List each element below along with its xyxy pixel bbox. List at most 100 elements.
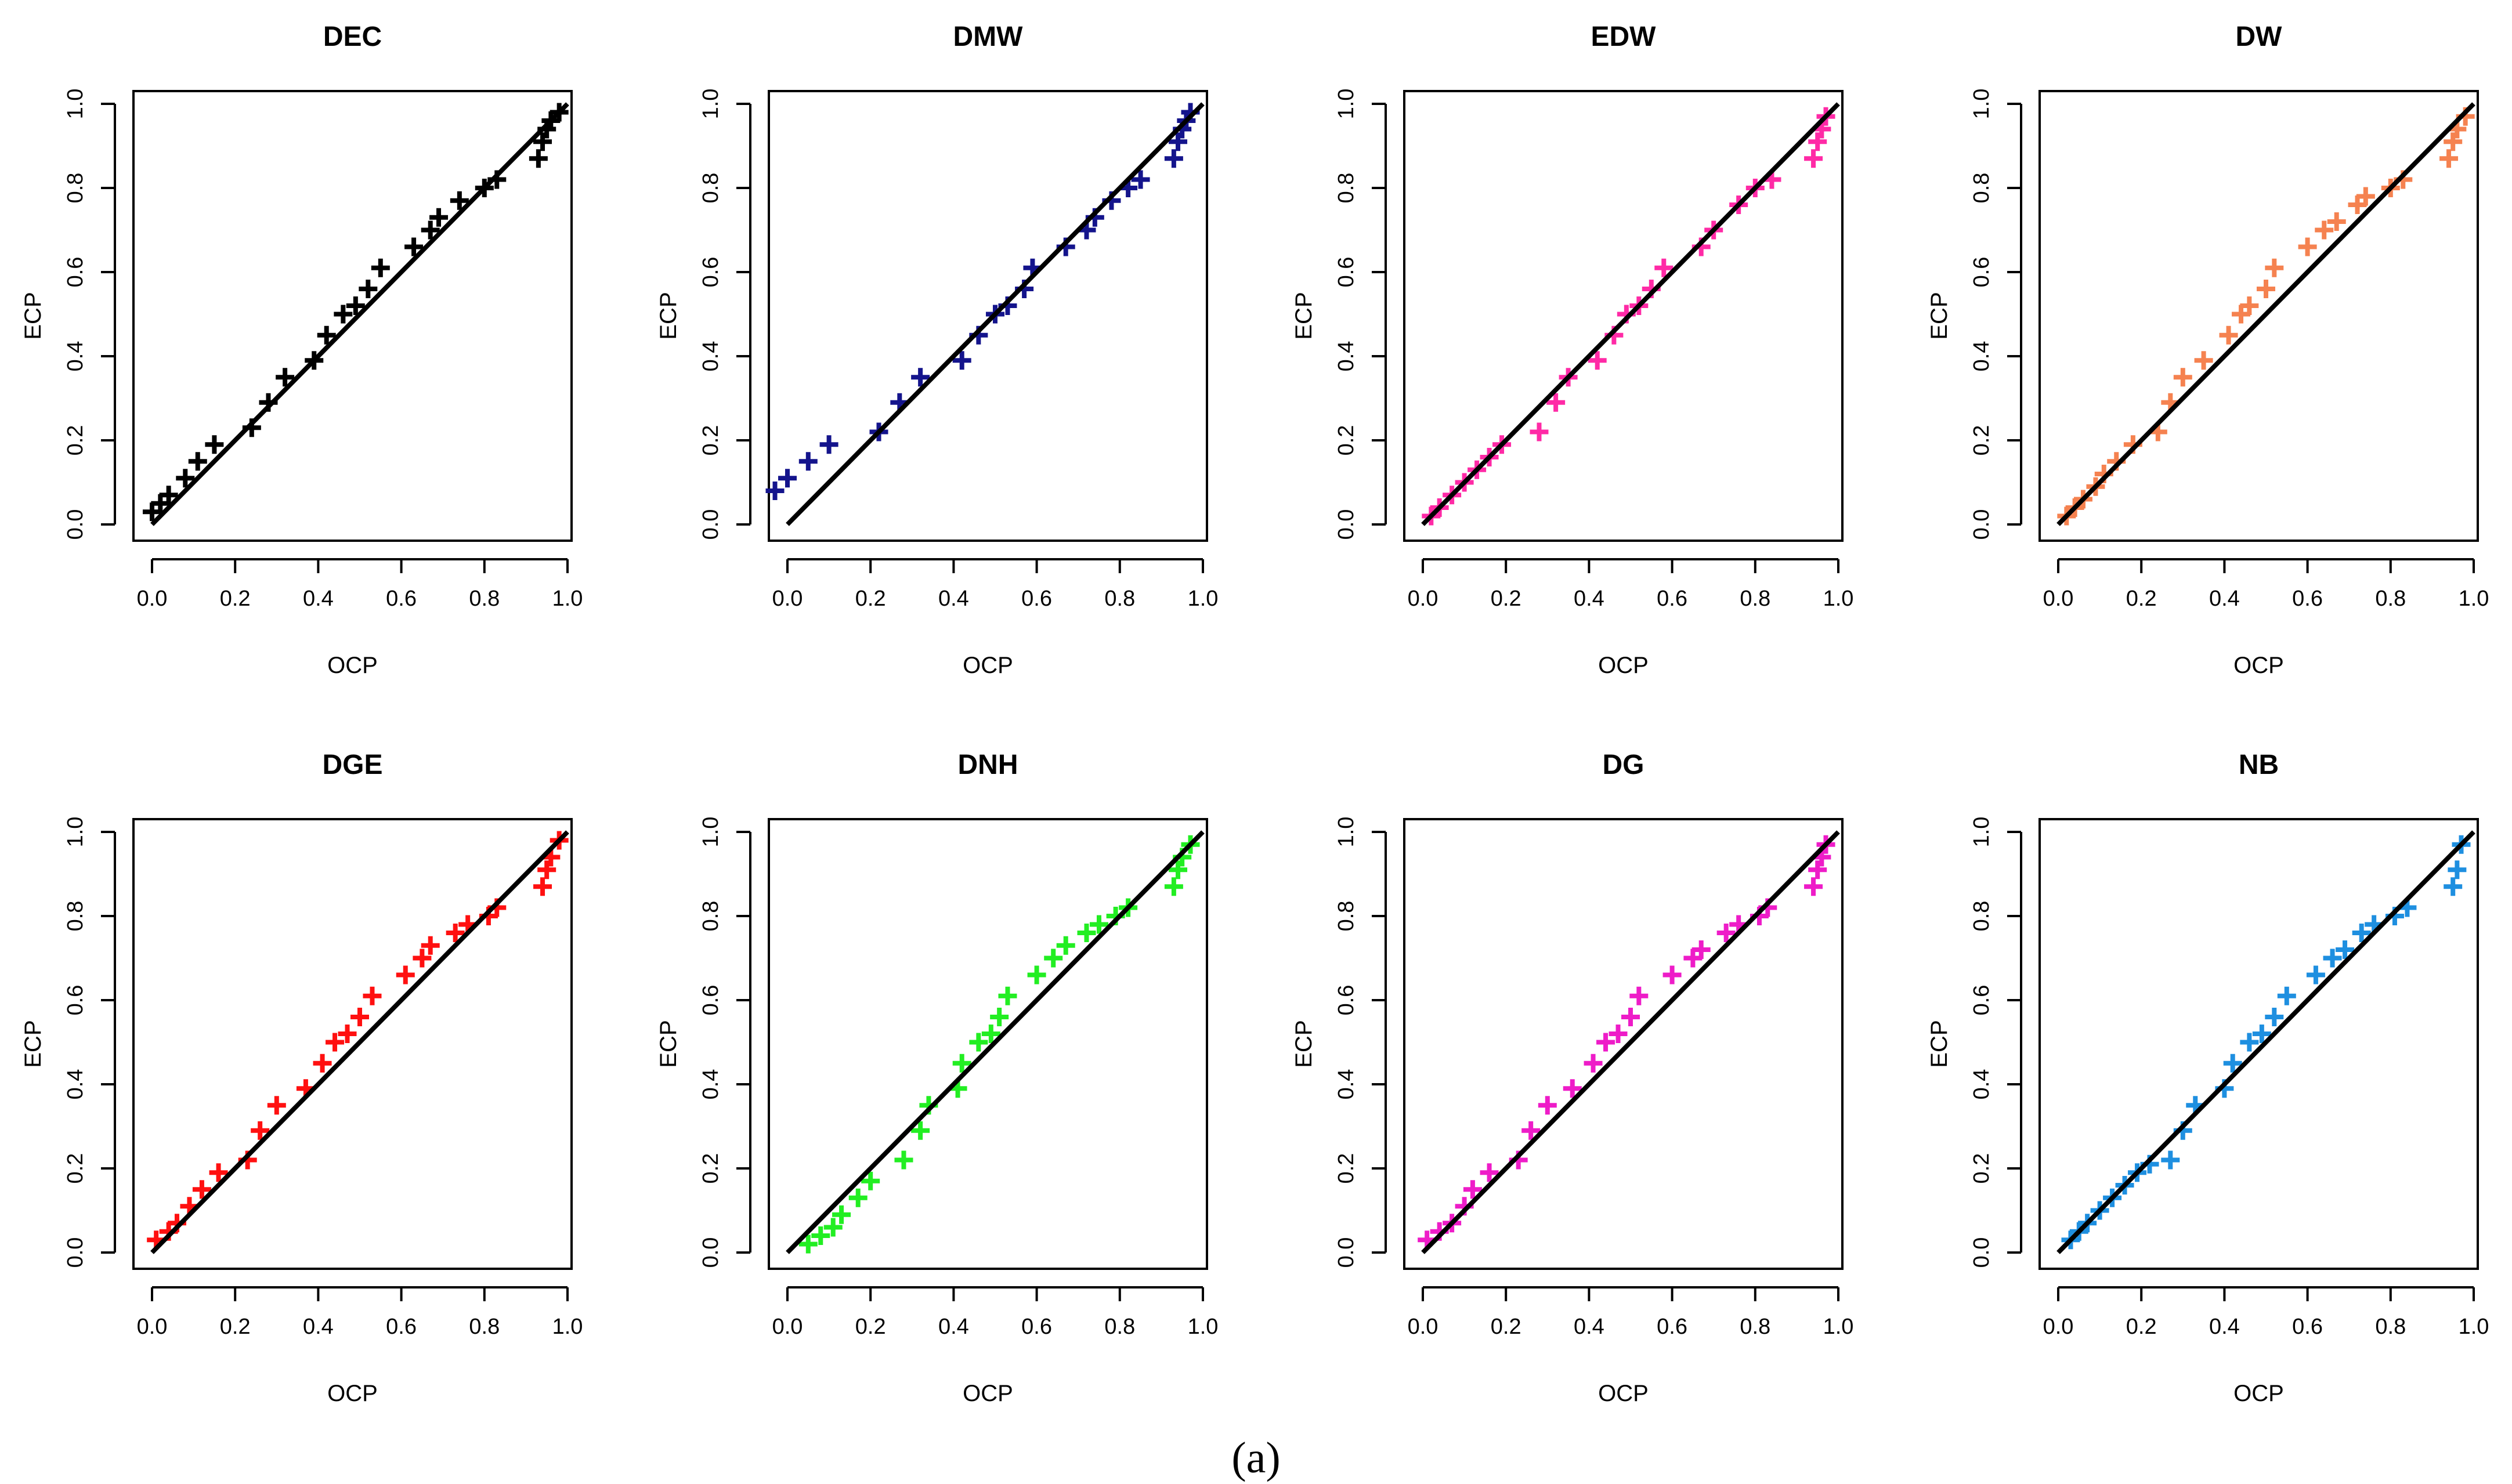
y-axis-label: ECP: [20, 292, 46, 339]
data-point: [2194, 351, 2213, 370]
y-tick-label: 0.2: [1969, 1153, 1994, 1184]
data-point: [192, 1180, 211, 1199]
y-tick-label: 0.4: [699, 1069, 723, 1100]
panel-nb: NB 0.0 0.2 0.4 0.6 0.8 1.0 OCP 0.0 0.2 0.4 0.6 0.8 1.…: [1927, 750, 2489, 1406]
data-point: [2444, 877, 2463, 896]
data-point: [832, 1205, 851, 1224]
x-tick-label: 0.4: [303, 1315, 334, 1339]
y-tick-label: 1.0: [63, 89, 88, 120]
data-point: [317, 325, 336, 345]
chart-title: DMW: [953, 21, 1024, 52]
x-axis-label: OCP: [1598, 653, 1649, 678]
y-tick-label: 0.4: [1969, 341, 1994, 372]
reference-line: [786, 830, 1205, 1254]
data-point: [1808, 860, 1827, 879]
x-tick-label: 0.8: [469, 1315, 500, 1339]
data-point: [1609, 1025, 1628, 1043]
data-point: [1169, 132, 1188, 151]
reference-line: [2056, 102, 2475, 526]
data-point: [1691, 940, 1711, 959]
y-tick-label: 0.0: [63, 509, 88, 540]
x-tick-label: 0.2: [1491, 587, 1521, 611]
data-point: [2327, 212, 2346, 231]
data-point: [2439, 149, 2459, 168]
panel-dmw: DMW 0.0 0.2 0.4 0.6 0.8 1.0 OCP 0.0 0.2 0.4 0.6 0.8 1…: [656, 21, 1218, 678]
data-point: [2240, 1033, 2259, 1052]
data-point: [209, 1163, 228, 1182]
data-point: [537, 860, 556, 879]
chart-title: EDW: [1591, 21, 1657, 52]
x-tick-label: 0.0: [137, 1315, 168, 1339]
x-tick-label: 0.2: [855, 587, 886, 611]
data-point: [413, 949, 432, 968]
panel-edw: EDW 0.0 0.2 0.4 0.6 0.8 1.0 OCP 0.0 0.2 0.4 0.6 0.8 1…: [1291, 21, 1853, 678]
data-point: [1077, 924, 1096, 942]
data-point: [1584, 1054, 1603, 1073]
y-tick-label: 0.2: [699, 425, 723, 456]
data-point: [811, 1226, 830, 1245]
data-point: [1463, 1180, 1482, 1199]
data-point: [267, 1096, 286, 1115]
data-point: [2352, 924, 2371, 942]
data-point: [2336, 940, 2355, 959]
y-tick-label: 0.8: [1969, 901, 1994, 932]
y-tick-label: 0.8: [1334, 901, 1358, 932]
x-tick-label: 0.0: [137, 587, 168, 611]
plot-frame: [768, 90, 1208, 542]
y-tick-label: 0.8: [1969, 173, 1994, 204]
x-tick-label: 0.8: [1104, 587, 1135, 611]
data-point: [1056, 936, 1075, 955]
x-tick-label: 0.6: [1657, 587, 1687, 611]
x-tick-label: 1.0: [2459, 587, 2489, 611]
y-tick-label: 0.2: [63, 425, 88, 456]
data-point: [533, 877, 552, 896]
data-point: [2298, 237, 2317, 256]
data-point: [1716, 924, 1736, 942]
data-point: [2315, 220, 2334, 240]
x-tick-label: 1.0: [1823, 587, 1854, 611]
reference-line: [1421, 830, 1840, 1254]
data-point: [371, 258, 390, 277]
data-point: [1169, 860, 1188, 879]
x-tick-label: 1.0: [552, 587, 583, 611]
y-axis-label: ECP: [656, 292, 681, 339]
data-point: [990, 1008, 1009, 1026]
data-point: [450, 191, 469, 210]
data-point: [346, 296, 365, 315]
panel-dw: DW 0.0 0.2 0.4 0.6 0.8 1.0 OCP 0.0 0.2 0.4 0.6 0.8 1.…: [1927, 21, 2489, 678]
data-point: [998, 986, 1017, 1005]
x-tick-label: 0.4: [1574, 587, 1604, 611]
data-point: [911, 1121, 930, 1140]
x-axis-label: OCP: [963, 1381, 1013, 1406]
x-tick-label: 0.2: [2126, 1315, 2157, 1339]
data-point: [338, 1025, 357, 1043]
y-tick-label: 0.0: [699, 1237, 723, 1268]
x-axis-label: OCP: [1598, 1381, 1649, 1406]
chart-title: DEC: [323, 21, 382, 52]
x-tick-label: 0.4: [2209, 1315, 2240, 1339]
data-point: [276, 368, 295, 387]
data-point: [2265, 1008, 2284, 1026]
x-tick-label: 0.4: [2209, 587, 2240, 611]
x-tick-label: 0.8: [1740, 1315, 1770, 1339]
data-point: [819, 435, 838, 454]
reference-line: [150, 102, 569, 526]
data-point: [1044, 949, 1063, 968]
data-point: [765, 482, 785, 500]
y-tick-label: 0.0: [1334, 1237, 1358, 1268]
data-point: [2257, 280, 2275, 298]
x-axis-label: OCP: [327, 1381, 378, 1406]
reference-line: [2056, 830, 2475, 1254]
data-point: [313, 1054, 332, 1073]
x-tick-label: 0.4: [938, 587, 969, 611]
x-tick-label: 0.0: [1408, 587, 1438, 611]
y-tick-label: 0.0: [1334, 509, 1358, 540]
x-tick-label: 0.6: [2292, 1315, 2323, 1339]
plot-frame: [1403, 90, 1844, 542]
data-point: [2444, 132, 2463, 151]
y-axis-label: ECP: [1927, 1020, 1952, 1067]
y-tick-label: 0.6: [1334, 257, 1358, 288]
y-axis-label: ECP: [1927, 292, 1952, 339]
y-tick-label: 0.4: [63, 341, 88, 372]
